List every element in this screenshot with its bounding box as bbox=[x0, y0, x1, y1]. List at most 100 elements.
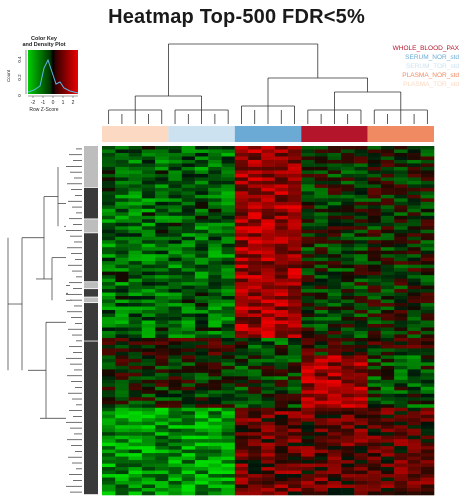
heatmap-cell bbox=[168, 425, 182, 429]
heatmap-cell bbox=[407, 226, 422, 231]
heatmap-cell bbox=[380, 404, 395, 409]
heatmap-cell bbox=[234, 215, 249, 220]
heatmap-cell bbox=[248, 418, 262, 423]
heatmap-cell bbox=[394, 201, 408, 206]
heatmap-cell bbox=[155, 435, 169, 440]
heatmap-cell bbox=[115, 488, 129, 492]
heatmap-cell bbox=[128, 146, 143, 150]
heatmap-cell bbox=[407, 344, 422, 349]
heatmap-cell bbox=[287, 376, 302, 381]
heatmap-cell bbox=[181, 341, 196, 346]
heatmap-cell bbox=[234, 282, 249, 286]
heatmap-cell bbox=[327, 414, 342, 419]
heatmap-cell bbox=[155, 254, 169, 258]
heatmap-cell bbox=[341, 344, 355, 349]
heatmap-cell bbox=[221, 215, 236, 220]
heatmap-cell bbox=[301, 453, 315, 457]
heatmap-cell bbox=[261, 289, 275, 293]
heatmap-cell bbox=[221, 418, 236, 423]
heatmap-cell bbox=[208, 421, 222, 426]
heatmap-cell bbox=[102, 341, 116, 346]
heatmap-cell bbox=[407, 372, 422, 377]
heatmap-cell bbox=[115, 421, 129, 426]
heatmap-cell bbox=[301, 435, 315, 440]
heatmap-cell bbox=[407, 488, 422, 492]
heatmap-cell bbox=[234, 376, 249, 381]
heatmap-cell bbox=[354, 278, 368, 283]
heatmap-cell bbox=[234, 323, 249, 328]
heatmap-cell bbox=[115, 400, 129, 405]
heatmap-cell bbox=[208, 474, 222, 478]
heatmap-cell bbox=[221, 166, 236, 171]
heatmap-cell bbox=[261, 442, 275, 447]
heatmap-cell bbox=[380, 456, 395, 461]
heatmap-cell bbox=[141, 477, 156, 482]
heatmap-cell bbox=[314, 379, 329, 384]
heatmap-cell bbox=[234, 414, 249, 419]
heatmap-cell bbox=[141, 198, 156, 203]
heatmap-cell bbox=[341, 236, 355, 241]
heatmap-cell bbox=[234, 456, 249, 461]
heatmap-cell bbox=[168, 198, 182, 203]
heatmap-cell bbox=[367, 456, 382, 461]
heatmap-cell bbox=[221, 229, 236, 234]
heatmap-cell bbox=[194, 330, 209, 335]
heatmap-cell bbox=[380, 173, 395, 178]
heatmap-cell bbox=[208, 278, 222, 283]
heatmap-cell bbox=[274, 219, 289, 224]
heatmap-cell bbox=[380, 198, 395, 203]
heatmap-cell bbox=[128, 463, 143, 468]
heatmap-cell bbox=[407, 432, 422, 436]
heatmap-cells bbox=[102, 146, 435, 496]
heatmap-cell bbox=[141, 292, 156, 297]
heatmap-cell bbox=[420, 463, 435, 468]
heatmap-cell bbox=[181, 467, 196, 471]
heatmap-cell bbox=[208, 166, 222, 171]
heatmap-cell bbox=[367, 250, 382, 255]
heatmap-cell bbox=[155, 226, 169, 231]
heatmap-cell bbox=[261, 159, 275, 164]
heatmap-cell bbox=[327, 477, 342, 482]
heatmap-cell bbox=[102, 421, 116, 426]
heatmap-cell bbox=[102, 411, 116, 416]
heatmap-cell bbox=[221, 407, 236, 412]
heatmap-cell bbox=[248, 348, 262, 353]
row-cluster-segment bbox=[84, 187, 98, 219]
heatmap-cell bbox=[128, 453, 143, 457]
heatmap-cell bbox=[155, 208, 169, 213]
heatmap-cell bbox=[261, 222, 275, 227]
heatmap-cell bbox=[341, 194, 355, 199]
heatmap-cell bbox=[234, 306, 249, 311]
heatmap-cell bbox=[327, 282, 342, 286]
heatmap-cell bbox=[380, 243, 395, 248]
heatmap-cell bbox=[221, 146, 236, 150]
heatmap-cell bbox=[354, 310, 368, 314]
heatmap-cell bbox=[141, 170, 156, 175]
heatmap-cell bbox=[261, 320, 275, 325]
heatmap-cell bbox=[367, 163, 382, 168]
heatmap-cell bbox=[301, 240, 315, 245]
heatmap-cell bbox=[407, 236, 422, 241]
heatmap-cell bbox=[141, 205, 156, 210]
heatmap-cell bbox=[407, 456, 422, 461]
heatmap-cell bbox=[168, 386, 182, 391]
heatmap-cell bbox=[314, 229, 329, 234]
heatmap-cell bbox=[168, 212, 182, 217]
heatmap-cell bbox=[208, 386, 222, 391]
heatmap-cell bbox=[274, 390, 289, 395]
heatmap-cell bbox=[102, 379, 116, 384]
heatmap-cell bbox=[407, 313, 422, 318]
heatmap-cell bbox=[354, 407, 368, 412]
heatmap-cell bbox=[394, 477, 408, 482]
heatmap-cell bbox=[155, 198, 169, 203]
heatmap-cell bbox=[155, 271, 169, 276]
heatmap-cell bbox=[221, 257, 236, 262]
heatmap-cell bbox=[314, 152, 329, 157]
heatmap-cell bbox=[327, 219, 342, 224]
heatmap-cell bbox=[407, 379, 422, 384]
heatmap-cell bbox=[155, 379, 169, 384]
heatmap-cell bbox=[287, 184, 302, 189]
heatmap-cell bbox=[327, 355, 342, 360]
heatmap-cell bbox=[208, 299, 222, 304]
heatmap-cell bbox=[420, 261, 435, 265]
